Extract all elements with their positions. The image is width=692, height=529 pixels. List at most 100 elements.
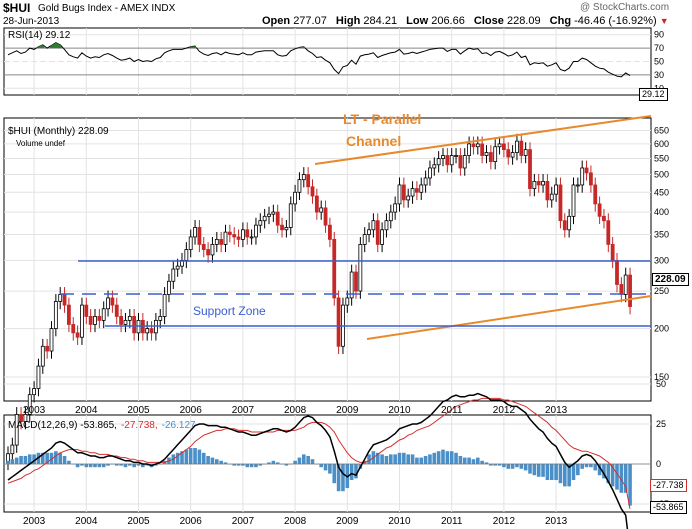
candle-body bbox=[201, 244, 206, 250]
candle-body bbox=[536, 181, 541, 186]
candle-body bbox=[67, 304, 71, 325]
macd-tick-label: 50 bbox=[656, 379, 666, 389]
macd-line bbox=[7, 392, 629, 529]
rsi-layer bbox=[7, 42, 631, 78]
candle-body bbox=[506, 149, 511, 158]
macd-histogram-bar bbox=[323, 464, 328, 471]
candle-body bbox=[106, 297, 110, 310]
candle-body bbox=[567, 215, 572, 231]
candle-body bbox=[580, 167, 585, 186]
macd-histogram-bar bbox=[284, 464, 289, 466]
macd-histogram-bar bbox=[419, 457, 424, 464]
candle-body bbox=[523, 149, 528, 156]
candle-body bbox=[497, 143, 502, 148]
macd-histogram-bar bbox=[123, 464, 128, 468]
macd-histogram-bar bbox=[219, 460, 223, 464]
candle-body bbox=[193, 227, 197, 238]
price-tick-label: 400 bbox=[654, 207, 669, 217]
candle-body bbox=[545, 181, 550, 201]
macd-histogram-bar bbox=[445, 451, 450, 464]
price-last-value: 228.09 bbox=[652, 273, 689, 286]
macd-histogram-bar bbox=[623, 464, 628, 493]
candle-body bbox=[284, 227, 289, 231]
candle-body bbox=[623, 274, 628, 295]
candle-body bbox=[236, 236, 241, 240]
low-label: Low bbox=[406, 15, 429, 27]
rsi-overbought-fill bbox=[297, 46, 306, 49]
chg-label: Chg bbox=[549, 15, 572, 27]
price-tick-label: 500 bbox=[654, 170, 669, 180]
candle-body bbox=[602, 215, 606, 222]
macd-histogram-bar bbox=[267, 462, 271, 464]
candle-body bbox=[575, 184, 580, 187]
macd-histogram-bar bbox=[563, 464, 567, 487]
macd-histogram-bar bbox=[580, 464, 584, 469]
macd-histogram-bar bbox=[306, 456, 310, 464]
rsi-tick-label: 30 bbox=[654, 70, 664, 80]
candle-body bbox=[223, 231, 228, 245]
index-name: Gold Bugs Index - AMEX INDX bbox=[38, 3, 176, 14]
macd-histogram-bar bbox=[54, 451, 58, 464]
macd-histogram-bar bbox=[584, 464, 589, 468]
low-value: 206.66 bbox=[431, 15, 465, 27]
candle-body bbox=[53, 301, 58, 329]
macd-histogram-bar bbox=[589, 464, 593, 468]
candle-body bbox=[375, 220, 380, 245]
candle-body bbox=[80, 304, 84, 338]
macd-histogram-bar bbox=[576, 464, 580, 476]
candle-body bbox=[606, 220, 611, 245]
macd-histogram-bar bbox=[32, 454, 36, 464]
candle-body bbox=[149, 328, 154, 334]
candle-body bbox=[549, 193, 554, 201]
x-tick-label-price: 2003 bbox=[23, 405, 46, 416]
symbol-title: $HUI bbox=[3, 1, 31, 15]
macd-histogram-bar bbox=[14, 457, 19, 464]
brand-label[interactable]: @ StockCharts.com bbox=[580, 2, 670, 13]
candle-body bbox=[388, 211, 393, 222]
candle-body bbox=[319, 207, 324, 213]
macd-histogram-bar bbox=[19, 456, 23, 464]
macd-histogram-bar bbox=[80, 464, 84, 466]
macd-histogram-bar bbox=[554, 464, 558, 480]
candle-body bbox=[519, 140, 524, 156]
candle-body bbox=[480, 143, 485, 156]
candle-body bbox=[314, 195, 319, 213]
macd-histogram-bar bbox=[6, 460, 10, 464]
channel-upper-line bbox=[314, 115, 652, 165]
macd-histogram-bar bbox=[184, 449, 189, 464]
candle-body bbox=[615, 260, 619, 285]
price-tick-label: 250 bbox=[654, 286, 669, 296]
candle-body bbox=[262, 215, 267, 222]
macd-histogram-bar bbox=[449, 451, 454, 464]
rsi-tick-label: 50 bbox=[654, 57, 664, 67]
candle-body bbox=[475, 143, 480, 148]
macd-histogram-bar bbox=[271, 460, 276, 464]
macd-histogram-bar bbox=[336, 464, 341, 492]
candle-body bbox=[58, 294, 63, 302]
price-tick-label: 450 bbox=[654, 187, 669, 197]
candle-body bbox=[541, 181, 545, 186]
candle-body bbox=[306, 174, 311, 188]
macd-histogram-bar bbox=[458, 456, 463, 464]
macd-histogram-bar bbox=[502, 464, 506, 468]
candle-body bbox=[467, 143, 472, 156]
macd-histogram-bar bbox=[132, 464, 136, 468]
candle-body bbox=[488, 152, 493, 163]
macd-histogram-bar bbox=[367, 454, 371, 464]
channel-lower-line bbox=[366, 295, 652, 340]
macd-histogram-bar bbox=[341, 464, 345, 492]
price-tick-label: 150 bbox=[654, 372, 669, 382]
candle-body bbox=[71, 324, 76, 334]
candle-body bbox=[532, 181, 537, 189]
candle-body bbox=[310, 186, 315, 197]
candle-body bbox=[275, 211, 280, 226]
macd-histogram-bar bbox=[467, 457, 471, 464]
macd-histogram-bar bbox=[536, 464, 541, 477]
macd-histogram-bar bbox=[223, 462, 228, 464]
x-tick-label-price: 2006 bbox=[180, 405, 203, 416]
candle-body bbox=[301, 174, 306, 181]
candle-body bbox=[462, 155, 467, 169]
macd-histogram-bar bbox=[101, 464, 106, 468]
candle-body bbox=[428, 167, 432, 179]
macd-histogram-bar bbox=[136, 464, 141, 466]
